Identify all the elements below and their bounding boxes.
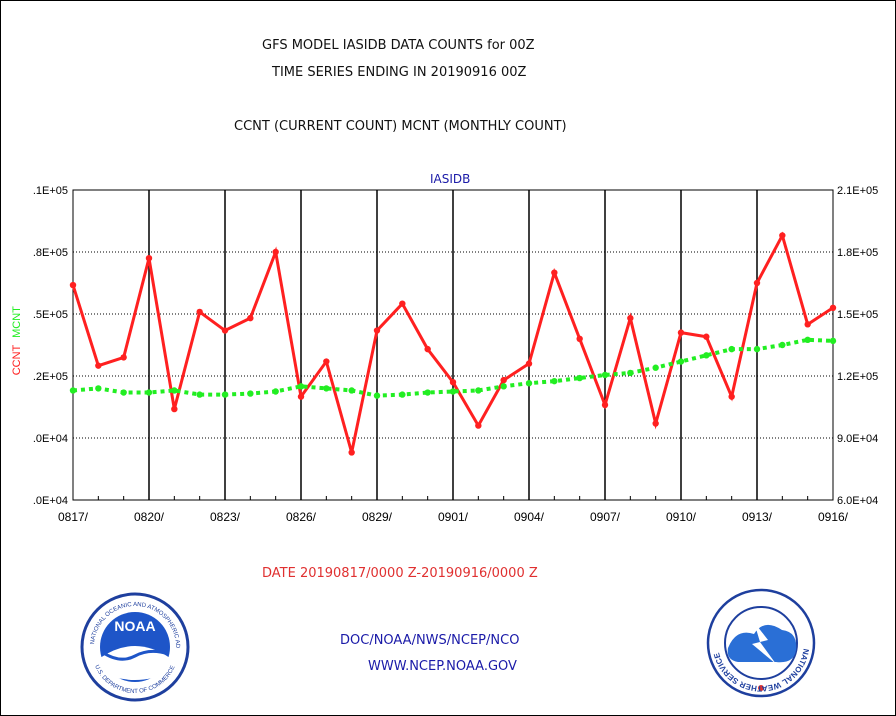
mcnt-point [779,341,786,349]
mcnt-point [703,352,710,359]
mcnt-point [500,383,507,390]
ccnt-point [221,327,229,334]
mcnt-point [424,389,431,396]
ccnt-point [196,308,203,316]
mcnt-point [95,385,102,392]
ccnt-point [424,345,431,353]
ccnt-point [449,379,457,386]
page-title: GFS MODEL IASIDB DATA COUNTS for 00Z [262,38,535,53]
ccnt-point [525,360,533,367]
x-tick-label: 0817/ [58,510,89,524]
x-tick-label: 0901/ [438,510,469,524]
ccnt-point [348,449,355,456]
y-left-tick-label: .5E+05 [33,309,68,321]
y-right-tick-label: 6.0E+04 [837,495,878,507]
ccnt-point [171,405,178,413]
y-right-tick-label: 2.1E+05 [837,185,878,197]
x-tick-label: 0916/ [818,510,849,524]
mcnt-point [221,391,229,398]
y-right-tick-label: 9.0E+04 [837,433,878,445]
y-axis-label-mcnt: MCNT [11,306,23,338]
mcnt-point [627,369,634,377]
ccnt-point [145,255,153,262]
org-label: DOC/NOAA/NWS/NCEP/NCO [340,633,520,648]
ccnt-point [627,314,634,322]
x-tick-label: 0907/ [590,510,621,524]
mcnt-point [323,385,330,392]
ccnt-point [601,401,609,409]
y-left-tick-label: .2E+05 [33,371,68,383]
y-left-tick-label: .1E+05 [33,185,68,197]
ccnt-point [652,420,659,427]
x-tick-label: 0823/ [210,510,241,524]
ccnt-point [323,358,330,365]
noaa-logo: NOAA NATIONAL OCEANIC AND ATMOSPHERIC AD… [80,592,190,702]
mcnt-point [677,358,685,365]
mcnt-point [804,336,811,344]
x-tick-label: 0910/ [666,510,697,524]
ccnt-point [779,232,786,239]
ccnt-point [728,393,735,400]
series-description: CCNT (CURRENT COUNT) MCNT (MONTHLY COUNT… [234,119,567,134]
ccnt-point [677,329,685,336]
mcnt-point [145,389,153,396]
mcnt-point [753,345,761,353]
mcnt-point [196,391,203,398]
ccnt-point [829,304,837,311]
mcnt-point [373,392,381,399]
mcnt-point [652,364,659,371]
mcnt-point [69,387,77,394]
y-left-tick-label: .0E+04 [33,495,68,507]
mcnt-point [551,377,558,385]
mcnt-point [525,380,533,387]
y-left-tick-label: .0E+04 [33,433,68,445]
ccnt-point [247,314,254,322]
ccnt-point [95,362,102,369]
page-subtitle: TIME SERIES ENDING IN 20190916 00Z [272,65,527,80]
x-tick-label: 0820/ [134,510,165,524]
y-left-tick-label: .8E+05 [33,247,68,259]
y-axis-label-ccnt: CCNT [11,344,23,375]
mcnt-point [728,345,735,353]
ccnt-point [753,279,761,287]
mcnt-point [348,387,355,394]
chart-title: IASIDB [430,172,471,186]
mcnt-point [247,390,254,397]
nws-logo: NATIONAL WEATHER SERVICE [706,588,816,698]
mcnt-point [475,387,482,394]
ccnt-point [551,269,558,276]
ccnt-point [500,376,507,384]
ccnt-point [120,354,127,361]
ccnt-point [576,335,583,342]
mcnt-point [829,337,837,345]
ccnt-point [399,300,406,307]
mcnt-point [449,388,457,395]
ccnt-point [272,248,279,256]
ccnt-point [69,281,77,289]
ccnt-point [703,333,710,340]
x-tick-label: 0913/ [742,510,773,524]
y-right-tick-label: 1.2E+05 [837,371,878,383]
mcnt-point [171,387,178,394]
y-right-tick-label: 1.5E+05 [837,309,878,321]
x-tick-label: 0826/ [286,510,317,524]
x-tick-label: 0904/ [514,510,545,524]
x-tick-label: 0829/ [362,510,393,524]
mcnt-point [272,388,279,395]
date-range-label: DATE 20190817/0000 Z-20190916/0000 Z [262,566,538,581]
ccnt-point [297,393,305,400]
mcnt-point [601,371,609,379]
mcnt-point [399,391,406,398]
mcnt-point [576,374,583,382]
url-link[interactable]: WWW.NCEP.NOAA.GOV [368,659,517,674]
ccnt-point [475,422,482,429]
ccnt-point [804,321,811,328]
noaa-logo-text: NOAA [114,618,155,634]
ccnt-point [373,327,381,334]
y-right-tick-label: 1.8E+05 [837,247,878,259]
mcnt-point [120,389,127,396]
mcnt-point [297,383,305,390]
